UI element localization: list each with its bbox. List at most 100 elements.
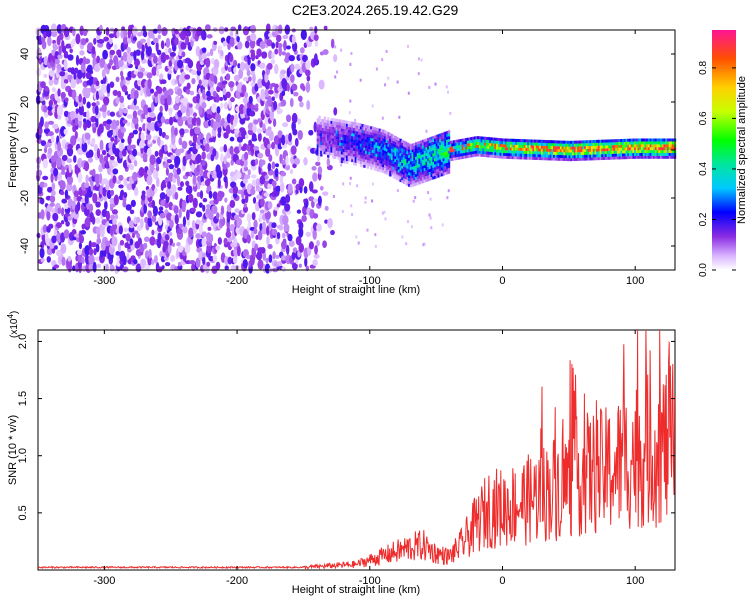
spectrogram-cell: [228, 81, 235, 88]
spectrogram-cell: [337, 145, 340, 149]
spectrogram-cell: [608, 153, 611, 157]
spectrogram-cell: [213, 242, 218, 254]
snr-ylabel: SNR (10 * v/v): [7, 415, 19, 485]
spectrogram-cell: [94, 173, 101, 185]
spectrogram-cell: [366, 162, 370, 166]
spectrogram-cell: [271, 96, 275, 102]
spectrogram-cell: [637, 150, 640, 153]
spectrogram-cell: [146, 175, 153, 186]
spectrogram-cell: [458, 150, 461, 154]
spectrogram-cell: [340, 137, 344, 141]
spectrogram-cell: [461, 153, 465, 157]
spectrogram-cell: [561, 140, 565, 144]
spectrogram-cell: [387, 146, 390, 150]
spectrogram-cell: [546, 145, 549, 149]
spectrogram-cell: [380, 143, 383, 147]
spectrogram-cell: [212, 255, 218, 262]
spectrogram-cell: [597, 154, 601, 158]
spectrogram-cell: [349, 130, 352, 134]
spectrogram-cell: [271, 180, 277, 187]
spectrogram-cell: [465, 146, 468, 150]
spectrogram-cell: [465, 143, 468, 147]
spectrogram-cell: [404, 161, 408, 165]
spectrogram-cell: [596, 157, 599, 161]
spectrogram-cell: [57, 98, 61, 104]
spectrogram-cell: [592, 148, 596, 152]
spectrogram-cell: [74, 130, 78, 140]
spectrogram-cell: [271, 42, 276, 49]
spectrogram-cell: [402, 155, 406, 159]
spectrogram-cell: [653, 155, 656, 159]
spectrogram-cell: [608, 142, 611, 146]
spectrogram-cell: [160, 79, 167, 85]
spectrogram-cell: [170, 214, 176, 221]
spectrogram-cell: [77, 157, 83, 169]
spectrogram-cell: [285, 155, 289, 166]
spectrogram-cell: [656, 150, 659, 153]
spectrogram-cell: [447, 133, 451, 137]
spectrogram-cell: [618, 150, 621, 154]
spectrogram-cell: [335, 141, 339, 145]
spectrogram-cell: [546, 157, 549, 161]
spectrogram-cell: [106, 83, 111, 94]
spectrogram-cell: [485, 148, 489, 152]
spectrogram-cell: [243, 166, 249, 172]
spectrogram-cell: [389, 159, 392, 163]
spectrogram-cell: [577, 149, 580, 153]
spectrogram-cell: [415, 179, 418, 183]
spectrogram-cell: [435, 172, 439, 176]
spectrogram-cell: [56, 105, 64, 116]
spectrogram-cell: [653, 147, 656, 151]
spectrogram-cell: [487, 148, 490, 152]
spectrogram-cell: [432, 141, 435, 145]
spectrogram-cell: [84, 245, 91, 256]
spectrogram-cell: [615, 150, 618, 154]
spectrogram-cell: [449, 155, 452, 159]
spectrogram-cell: [623, 144, 627, 148]
spectrogram-cell: [497, 149, 501, 153]
spectrogram-cell: [63, 229, 70, 239]
spectrogram-cell: [440, 173, 444, 177]
spectrogram-cell: [125, 204, 132, 211]
spectrogram-cell: [430, 142, 433, 146]
spectrogram-cell: [327, 120, 330, 124]
spectrogram-cell: [611, 150, 615, 154]
spectrogram-cell: [51, 182, 56, 191]
spectrogram-cell: [375, 165, 378, 169]
spectrogram-cell: [105, 222, 109, 227]
spectrogram-cell: [392, 140, 395, 144]
spectrogram-ytick-label: 40: [19, 48, 31, 60]
spectrogram-cell: [516, 144, 520, 148]
spectrogram-cell: [368, 125, 371, 129]
spectrogram-cell: [590, 140, 594, 144]
spectrogram-cell: [539, 151, 542, 155]
spectrogram-cell: [666, 138, 670, 142]
spectrogram-cell: [103, 36, 110, 42]
spectrogram-cell: [279, 181, 285, 193]
spectrogram-cell: [373, 164, 377, 168]
spectrogram-cell: [335, 144, 339, 148]
spectrogram-cell: [323, 25, 328, 30]
spectrogram-cell: [539, 145, 542, 149]
spectrogram-cell: [332, 132, 335, 136]
spectrogram-cell: [285, 244, 290, 255]
spectrogram-cell: [78, 118, 82, 129]
spectrogram-cell: [198, 132, 204, 140]
spectrogram-cell: [392, 166, 395, 170]
spectrogram-cell: [153, 37, 159, 44]
spectrogram-cell: [570, 149, 573, 153]
spectrogram-cell: [327, 123, 330, 127]
spectrogram-cell: [532, 145, 535, 149]
spectrogram-cell: [577, 140, 580, 144]
spectrogram-cell: [208, 211, 214, 220]
spectrogram-cell: [51, 87, 56, 93]
spectrogram-cell: [254, 243, 259, 251]
spectrogram-cell: [201, 151, 206, 160]
spectrogram-cell: [237, 63, 241, 69]
spectrogram-cell: [651, 141, 654, 145]
spectrogram-cell: [389, 136, 392, 140]
spectrogram-cell: [513, 144, 516, 148]
spectrogram-cell: [649, 138, 653, 142]
spectrogram-cell: [430, 136, 433, 140]
spectrogram-cell: [88, 247, 94, 256]
